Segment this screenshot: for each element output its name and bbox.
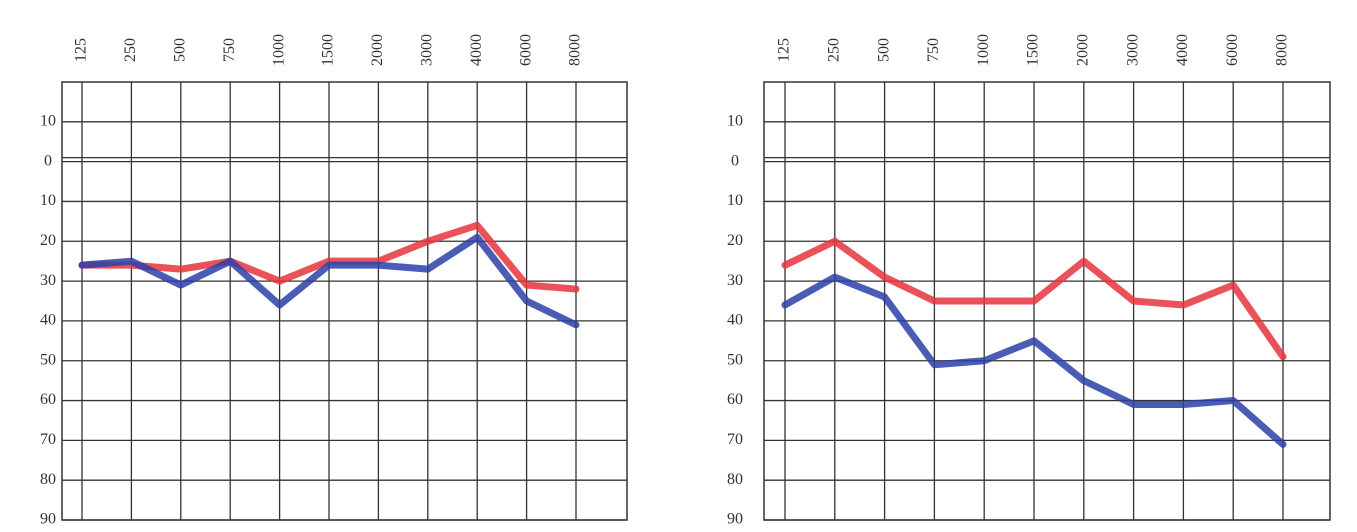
y-tick-label: 40 xyxy=(40,312,56,329)
x-tick-label: 125 xyxy=(73,38,90,62)
y-tick-label: 70 xyxy=(40,431,56,448)
x-tick-label: 500 xyxy=(171,38,188,62)
y-tick-label: 50 xyxy=(40,351,56,368)
x-tick-label: 3000 xyxy=(1124,34,1141,66)
y-tick-label: 10 xyxy=(727,192,743,209)
y-tick-label: 70 xyxy=(727,431,743,448)
plot-frame xyxy=(61,81,628,521)
y-tick-label: 0 xyxy=(44,152,52,169)
x-tick-label: 250 xyxy=(825,38,842,62)
hearing-line xyxy=(781,237,1287,361)
x-tick-label: 6000 xyxy=(517,34,534,66)
x-tick-label: 8000 xyxy=(567,34,584,66)
x-tick-label: 1500 xyxy=(320,34,337,66)
y-tick-label: 60 xyxy=(727,391,743,408)
y-tick-label: 90 xyxy=(727,511,743,528)
x-tick-label: 500 xyxy=(875,38,892,62)
x-tick-label: 125 xyxy=(776,38,793,62)
x-tick-label: 1000 xyxy=(270,34,287,66)
y-tick-label: 10 xyxy=(40,192,56,209)
y-tick-label: 0 xyxy=(731,152,739,169)
hearing-line xyxy=(78,221,580,293)
x-tick-label: 250 xyxy=(122,38,139,62)
x-tick-label: 750 xyxy=(925,38,942,62)
y-tick-label: 10 xyxy=(727,112,743,129)
x-tick-label: 2000 xyxy=(369,34,386,66)
hearing-line xyxy=(78,233,580,329)
x-tick-label: 1500 xyxy=(1025,34,1042,66)
x-tick-label: 6000 xyxy=(1224,34,1241,66)
x-tick-label: 1000 xyxy=(975,34,992,66)
y-tick-label: 40 xyxy=(727,312,743,329)
y-tick-label: 90 xyxy=(40,511,56,528)
y-tick-label: 50 xyxy=(727,351,743,368)
y-tick-label: 30 xyxy=(40,272,56,289)
y-tick-label: 30 xyxy=(727,272,743,289)
x-tick-label: 8000 xyxy=(1274,34,1291,66)
y-tick-label: 20 xyxy=(727,232,743,249)
x-tick-label: 4000 xyxy=(1174,34,1191,66)
x-tick-label: 2000 xyxy=(1074,34,1091,66)
y-tick-label: 80 xyxy=(727,471,743,488)
x-tick-label: 4000 xyxy=(468,34,485,66)
x-tick-label: 3000 xyxy=(418,34,435,66)
x-tick-label: 750 xyxy=(221,38,238,62)
y-tick-label: 60 xyxy=(40,391,56,408)
y-tick-label: 80 xyxy=(40,471,56,488)
hearing-line xyxy=(781,273,1287,448)
y-tick-label: 20 xyxy=(40,232,56,249)
y-tick-label: 10 xyxy=(40,112,56,129)
